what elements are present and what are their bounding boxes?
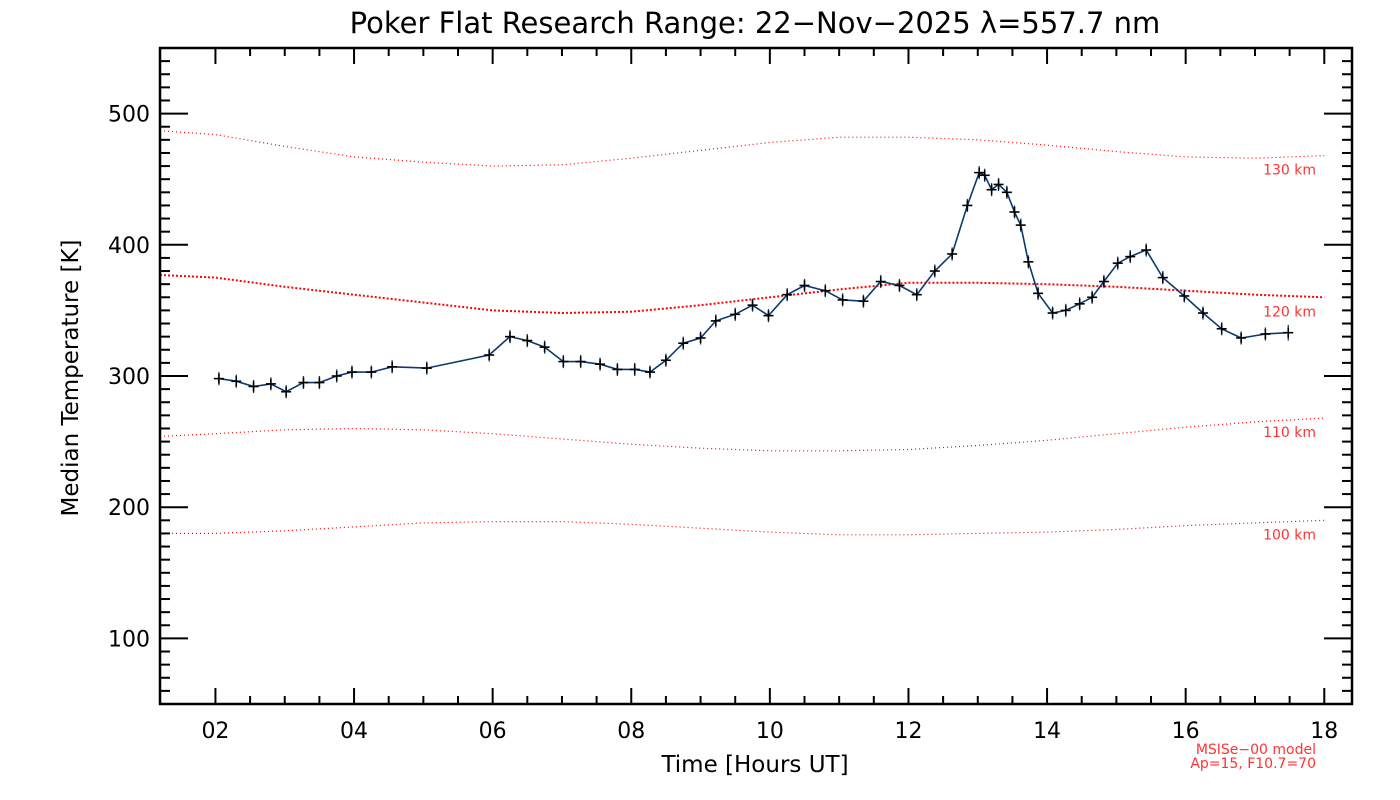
data-point bbox=[1216, 322, 1227, 336]
data-point bbox=[231, 374, 242, 388]
data-point bbox=[314, 376, 325, 390]
data-point bbox=[979, 168, 990, 182]
model-label-120-km: 120 km bbox=[1263, 304, 1316, 320]
data-point bbox=[346, 365, 357, 379]
data-point bbox=[947, 247, 958, 261]
data-point bbox=[1033, 286, 1044, 300]
model-note-line-2: Ap=15, F10.7=70 bbox=[1190, 756, 1316, 772]
data-point bbox=[281, 385, 292, 399]
data-point bbox=[782, 288, 793, 302]
data-point bbox=[986, 183, 997, 197]
x-tick-label: 16 bbox=[1172, 719, 1200, 744]
data-point bbox=[1283, 324, 1294, 341]
data-point bbox=[421, 361, 432, 375]
y-tick-label: 400 bbox=[108, 234, 150, 259]
y-tick-label: 500 bbox=[108, 103, 150, 128]
data-point bbox=[799, 278, 810, 293]
y-tick-label: 300 bbox=[108, 365, 150, 390]
data-point bbox=[858, 294, 869, 308]
data-point bbox=[820, 284, 831, 298]
data-point bbox=[929, 264, 940, 278]
x-tick-label: 06 bbox=[479, 719, 507, 744]
data-point bbox=[558, 355, 569, 369]
data-point bbox=[575, 355, 586, 369]
data-point bbox=[993, 177, 1004, 192]
y-tick-label: 200 bbox=[108, 496, 150, 521]
data-point bbox=[911, 288, 922, 302]
data-point bbox=[298, 376, 309, 390]
data-point bbox=[1060, 303, 1071, 317]
model-curve-130-km bbox=[159, 130, 1325, 167]
data-series-layer bbox=[213, 166, 1294, 399]
model-label-110-km: 110 km bbox=[1263, 425, 1316, 441]
data-point bbox=[1015, 218, 1026, 232]
model-label-130-km: 130 km bbox=[1263, 163, 1316, 179]
x-tick-label: 10 bbox=[756, 719, 784, 744]
chart-title: Poker Flat Research Range: 22−Nov−2025 λ… bbox=[350, 6, 1161, 40]
data-point bbox=[974, 166, 985, 180]
data-point bbox=[1098, 274, 1109, 289]
data-point bbox=[366, 365, 377, 379]
x-axis-label: Time [Hours UT] bbox=[660, 752, 848, 778]
x-tick-label: 12 bbox=[894, 719, 922, 744]
data-point bbox=[763, 309, 774, 323]
data-point bbox=[1047, 306, 1058, 320]
data-point bbox=[629, 362, 640, 376]
data-point bbox=[612, 362, 623, 376]
data-point bbox=[331, 369, 342, 383]
data-point bbox=[484, 348, 495, 362]
data-point bbox=[387, 360, 398, 374]
x-tick-label: 08 bbox=[617, 719, 645, 744]
data-point bbox=[1023, 255, 1034, 269]
data-point bbox=[248, 379, 259, 394]
data-point bbox=[1198, 306, 1208, 320]
x-tick-label: 14 bbox=[1033, 719, 1061, 744]
series-line bbox=[218, 171, 1289, 393]
data-point bbox=[1236, 331, 1247, 345]
data-point bbox=[1157, 271, 1168, 285]
data-point bbox=[522, 334, 533, 348]
x-tick-label: 04 bbox=[340, 719, 368, 744]
model-label-100-km: 100 km bbox=[1263, 527, 1316, 543]
data-point bbox=[1009, 205, 1020, 219]
data-point bbox=[213, 372, 224, 386]
model-curve-120-km bbox=[159, 274, 1325, 315]
data-point bbox=[875, 274, 886, 289]
model-curves-layer: 130 km 120 km 110 km 100 km bbox=[159, 130, 1325, 543]
data-point bbox=[644, 365, 655, 379]
data-point bbox=[962, 198, 973, 212]
data-point bbox=[1112, 256, 1123, 270]
data-point bbox=[265, 377, 276, 391]
data-point bbox=[1074, 297, 1085, 311]
model-curve-110-km bbox=[159, 417, 1325, 452]
data-point bbox=[504, 330, 515, 344]
data-point bbox=[539, 340, 550, 354]
data-point bbox=[710, 314, 721, 328]
y-tick-label: 100 bbox=[108, 627, 150, 652]
plot-frame bbox=[158, 46, 1354, 706]
data-point bbox=[1260, 327, 1271, 341]
data-point bbox=[894, 278, 905, 293]
data-point bbox=[1179, 289, 1190, 303]
data-point bbox=[595, 357, 606, 371]
data-point bbox=[678, 336, 689, 350]
data-point bbox=[747, 298, 758, 312]
x-tick-label: 18 bbox=[1310, 719, 1338, 744]
axis-ticks-layer: 02 04 06 08 10 12 14 16 18 100 200 300 400 500 bbox=[108, 47, 1352, 744]
data-point bbox=[1087, 290, 1098, 304]
data-point bbox=[1125, 250, 1136, 264]
data-point bbox=[730, 307, 741, 321]
data-point bbox=[1141, 243, 1152, 257]
data-point bbox=[1001, 185, 1012, 199]
data-point bbox=[837, 293, 848, 307]
data-point bbox=[695, 331, 706, 345]
data-point bbox=[660, 353, 671, 367]
model-note-line-1: MSISe−00 model bbox=[1196, 742, 1316, 758]
y-axis-label: Median Temperature [K] bbox=[58, 240, 84, 517]
model-curve-100-km bbox=[160, 519, 1325, 536]
x-tick-label: 02 bbox=[201, 719, 229, 744]
